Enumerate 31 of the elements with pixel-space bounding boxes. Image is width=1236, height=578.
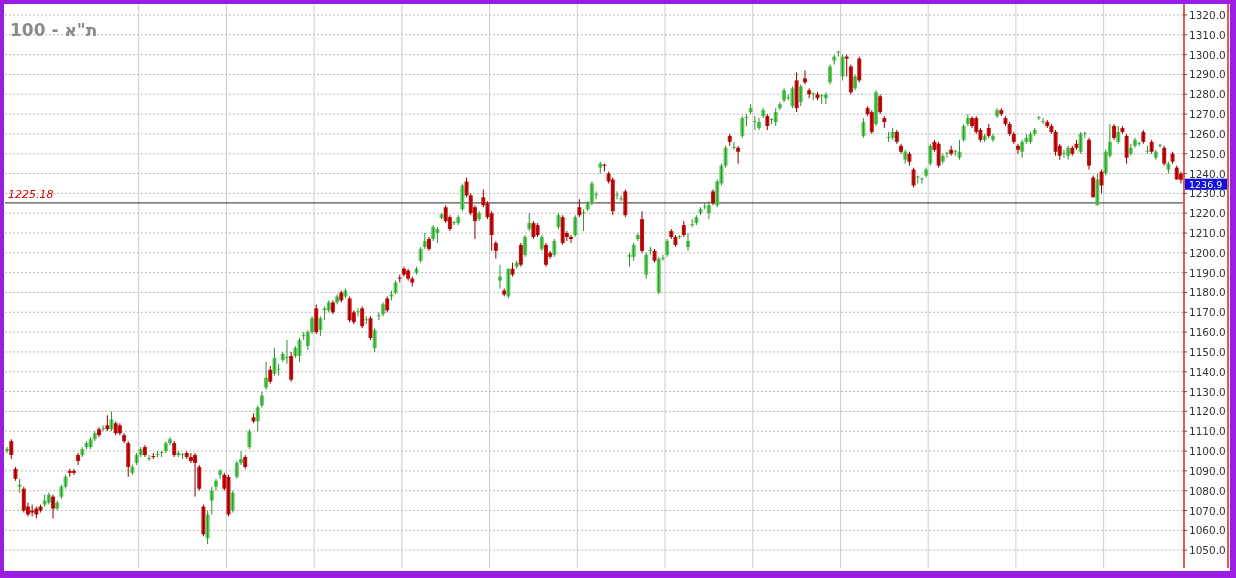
y-tick-label: 1130.0 (1189, 385, 1226, 398)
y-tick-label: 1290.0 (1189, 68, 1226, 81)
y-tick-label: 1170.0 (1189, 306, 1226, 319)
y-tick-label: 1300.0 (1189, 48, 1226, 61)
last-price-label: 1236.9 (1185, 178, 1227, 190)
y-tick-label: 1180.0 (1189, 286, 1226, 299)
y-tick-label: 1260.0 (1189, 127, 1226, 140)
y-tick-label: 1240.0 (1189, 167, 1226, 180)
y-tick-label: 1230.0 (1189, 187, 1226, 200)
y-tick-label: 1140.0 (1189, 365, 1226, 378)
y-tick-label: 1120.0 (1189, 405, 1226, 418)
y-tick-label: 1280.0 (1189, 88, 1226, 101)
y-tick-label: 1210.0 (1189, 227, 1226, 240)
y-tick-label: 1110.0 (1189, 425, 1226, 438)
y-tick-label: 1270.0 (1189, 108, 1226, 121)
chart-title: ת"א - 100 (10, 20, 98, 40)
y-tick-label: 1060.0 (1189, 524, 1226, 537)
y-tick-label: 1320.0 (1189, 8, 1226, 21)
y-tick-label: 1070.0 (1189, 504, 1226, 517)
y-tick-label: 1190.0 (1189, 266, 1226, 279)
y-tick-label: 1250.0 (1189, 147, 1226, 160)
y-tick-label: 1310.0 (1189, 28, 1226, 41)
ref-line-label: 1225.18 (8, 187, 54, 201)
y-tick-label: 1080.0 (1189, 484, 1226, 497)
y-tick-label: 1200.0 (1189, 246, 1226, 259)
y-tick-label: 1090.0 (1189, 464, 1226, 477)
y-tick-label: 1160.0 (1189, 326, 1226, 339)
y-tick-label: 1220.0 (1189, 207, 1226, 220)
y-tick-label: 1150.0 (1189, 345, 1226, 358)
y-tick-label: 1100.0 (1189, 445, 1226, 458)
y-tick-label: 1050.0 (1189, 544, 1226, 557)
